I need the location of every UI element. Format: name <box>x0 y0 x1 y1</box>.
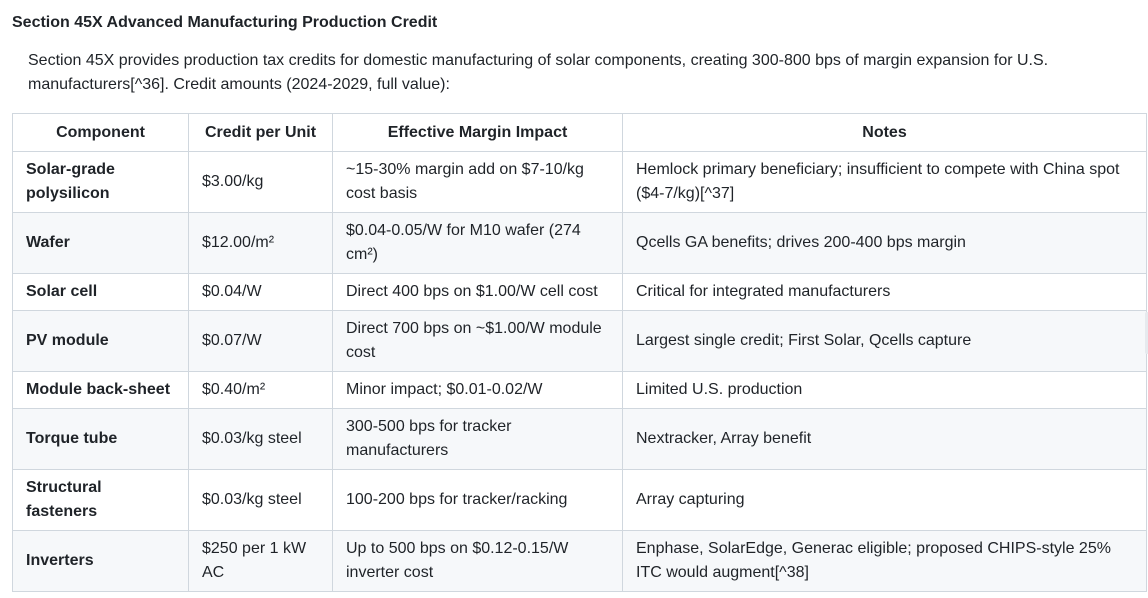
cell-credit: $0.03/kg steel <box>188 408 333 470</box>
table-row: Solar cell $0.04/W Direct 400 bps on $1.… <box>12 273 1147 311</box>
cell-component: Wafer <box>12 212 189 274</box>
table-row: PV module $0.07/W Direct 700 bps on ~$1.… <box>12 310 1147 372</box>
table-row: Solar-grade polysilicon $3.00/kg ~15-30%… <box>12 151 1147 213</box>
cell-credit: $0.04/W <box>188 273 333 311</box>
cell-impact: Direct 700 bps on ~$1.00/W module cost <box>332 310 623 372</box>
cell-component: Torque tube <box>12 408 189 470</box>
header-impact: Effective Margin Impact <box>332 113 623 152</box>
cell-component: Module back-sheet <box>12 371 189 409</box>
cell-impact: Minor impact; $0.01-0.02/W <box>332 371 623 409</box>
cell-component: Structural fasteners <box>12 469 189 531</box>
credit-table: Component Credit per Unit Effective Marg… <box>12 113 1147 592</box>
cell-component: Solar-grade polysilicon <box>12 151 189 213</box>
table-row: Wafer $12.00/m² $0.04-0.05/W for M10 waf… <box>12 212 1147 274</box>
cell-credit: $0.07/W <box>188 310 333 372</box>
cell-credit: $3.00/kg <box>188 151 333 213</box>
intro-paragraph: Section 45X provides production tax cred… <box>28 52 1049 93</box>
cell-component: Inverters <box>12 530 189 592</box>
cell-impact: Direct 400 bps on $1.00/W cell cost <box>332 273 623 311</box>
cell-notes: Qcells GA benefits; drives 200-400 bps m… <box>622 212 1147 274</box>
cell-notes: Enphase, SolarEdge, Generac eligible; pr… <box>622 530 1147 592</box>
cell-impact: ~15-30% margin add on $7-10/kg cost basi… <box>332 151 623 213</box>
header-component: Component <box>12 113 189 152</box>
header-credit: Credit per Unit <box>188 113 333 152</box>
section-heading: Section 45X Advanced Manufacturing Produ… <box>12 14 438 31</box>
cell-component: Solar cell <box>12 273 189 311</box>
cell-notes: Largest single credit; First Solar, Qcel… <box>622 310 1147 372</box>
cell-impact: 300-500 bps for tracker manufacturers <box>332 408 623 470</box>
cell-credit: $12.00/m² <box>188 212 333 274</box>
cell-impact: $0.04-0.05/W for M10 wafer (274 cm²) <box>332 212 623 274</box>
table-header-row: Component Credit per Unit Effective Marg… <box>12 113 1147 152</box>
cell-notes: Array capturing <box>622 469 1147 531</box>
cell-notes: Critical for integrated manufacturers <box>622 273 1147 311</box>
cell-credit: $250 per 1 kW AC <box>188 530 333 592</box>
cell-credit: $0.40/m² <box>188 371 333 409</box>
table-row: Torque tube $0.03/kg steel 300-500 bps f… <box>12 408 1147 470</box>
header-notes: Notes <box>622 113 1147 152</box>
cell-component: PV module <box>12 310 189 372</box>
cell-credit: $0.03/kg steel <box>188 469 333 531</box>
cell-notes: Nextracker, Array benefit <box>622 408 1147 470</box>
cell-notes: Hemlock primary beneficiary; insufficien… <box>622 151 1147 213</box>
table-row: Structural fasteners $0.03/kg steel 100-… <box>12 469 1147 531</box>
cell-impact: Up to 500 bps on $0.12-0.15/W inverter c… <box>332 530 623 592</box>
scroll-edge-marker <box>1145 312 1148 354</box>
cell-impact: 100-200 bps for tracker/racking <box>332 469 623 531</box>
table-row: Inverters $250 per 1 kW AC Up to 500 bps… <box>12 530 1147 592</box>
cell-notes: Limited U.S. production <box>622 371 1147 409</box>
table-row: Module back-sheet $0.40/m² Minor impact;… <box>12 371 1147 409</box>
